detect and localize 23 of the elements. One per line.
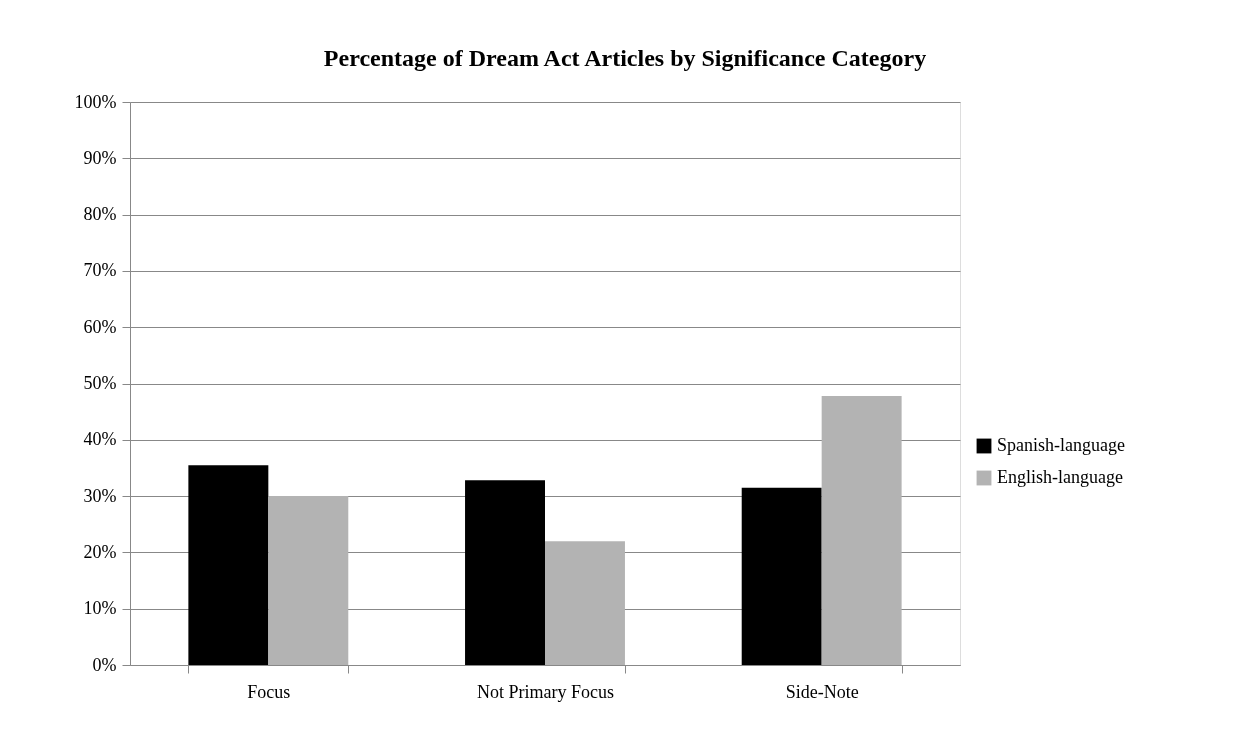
y-tick-label: 10% (83, 598, 117, 619)
y-tick-label: 0% (92, 654, 117, 675)
x-tick-label: Not Primary Focus (477, 681, 614, 702)
chart-title: Percentage of Dream Act Articles by Significance Category (323, 45, 927, 71)
y-tick-label: 20% (83, 541, 117, 562)
bar (188, 465, 269, 665)
y-tick-label: 30% (83, 485, 117, 506)
y-tick-label: 60% (83, 316, 117, 337)
bar (545, 541, 625, 665)
bar (821, 395, 902, 665)
legend-label: Spanish-language (997, 435, 1125, 455)
legend-label: English-language (997, 467, 1123, 487)
bar (268, 496, 349, 665)
bar (741, 487, 822, 665)
bar (465, 480, 545, 665)
x-tick-label: Focus (247, 681, 291, 702)
x-tick-label: Side-Note (785, 681, 859, 702)
y-tick-label: 80% (83, 204, 117, 225)
y-tick-label: 100% (74, 91, 117, 112)
y-tick-label: 50% (83, 373, 117, 393)
y-tick-label: 70% (83, 260, 117, 281)
y-tick-label: 40% (83, 429, 117, 450)
y-tick-label: 90% (83, 147, 117, 168)
